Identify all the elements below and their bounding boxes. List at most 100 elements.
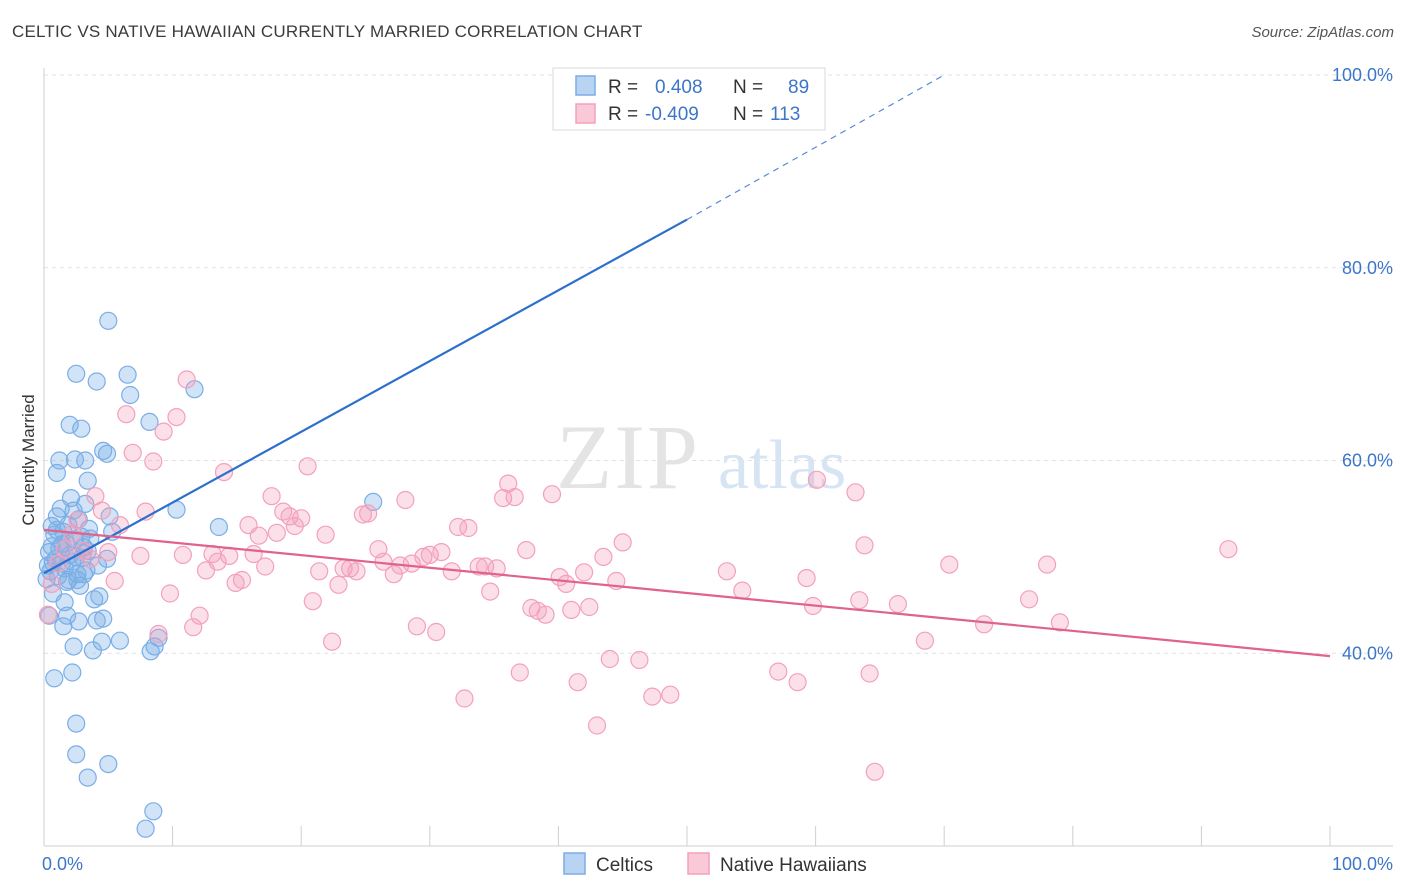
hawaiians-point	[459, 518, 478, 538]
celtics-point	[99, 754, 118, 774]
hawaiians-point	[455, 689, 474, 708]
hawaiians-point	[661, 685, 680, 704]
hawaiians-point	[167, 408, 186, 427]
hawaiians-point	[407, 617, 426, 636]
hawaiians-point	[1019, 590, 1039, 609]
data-points	[37, 311, 1238, 838]
hawaiians-point	[105, 571, 124, 591]
celtics-point	[92, 632, 112, 651]
hawaiians-point	[131, 546, 150, 566]
hawaiians-point	[613, 533, 632, 552]
celtics-point	[121, 385, 140, 405]
celtics-point	[54, 617, 73, 636]
hawaiians-point	[432, 542, 451, 562]
hawaiians-point	[469, 557, 488, 576]
celtics-point	[76, 451, 95, 470]
hawaiians-point	[177, 370, 196, 389]
hawaiians-point	[68, 511, 87, 530]
hawaiians-point	[888, 594, 908, 614]
celtics-point	[110, 631, 130, 650]
hawaiians-point	[402, 554, 421, 573]
hawaiians-point	[420, 545, 439, 565]
chart-source: Source: ZipAtlas.com	[1251, 24, 1394, 41]
y-axis-title: Currently Married	[19, 394, 38, 525]
hawaiians-point	[562, 600, 581, 620]
hawaiians-point	[99, 542, 118, 562]
celtics-point	[85, 590, 104, 609]
celtics-point	[88, 556, 108, 575]
hawaiians-point	[303, 592, 322, 611]
watermark: ZIP atlas	[556, 406, 846, 508]
celtics-point	[57, 606, 77, 625]
celtics-point	[94, 609, 113, 628]
trend-lines	[43, 74, 1331, 658]
celtics-point	[149, 628, 168, 647]
hawaiians-point	[1050, 613, 1070, 632]
y-tick-label: 100.0%	[1332, 65, 1393, 85]
celtics-point	[67, 364, 86, 383]
hawaiians-point	[940, 555, 959, 574]
hawaiians-point	[769, 662, 788, 681]
hawaiians-point	[556, 574, 576, 594]
hawaiians-point	[310, 562, 329, 581]
celtics-point	[55, 593, 74, 612]
hawaiians-point	[38, 605, 58, 624]
hawaiians-point	[846, 483, 865, 502]
celtics-point	[63, 663, 82, 682]
hawaiians-point	[505, 488, 524, 507]
tick-labels: 40.0% 60.0% 80.0% 100.0% 0.0% 100.0% Currently…	[19, 65, 1393, 874]
celtics-point	[136, 819, 155, 838]
hawaiians-point	[580, 597, 599, 617]
celtics-trend-extension	[686, 74, 945, 221]
hawaiians-point	[298, 457, 317, 476]
hawaiians-point	[184, 618, 203, 637]
hawaiians-point	[249, 526, 268, 545]
celtics-point	[60, 415, 79, 434]
hawaiians-trend-line	[43, 528, 1331, 658]
celtics-point	[140, 412, 159, 431]
hawaiians-point	[574, 563, 594, 582]
hawaiians-point	[587, 716, 607, 735]
celtics-point	[78, 471, 97, 490]
celtics-point	[87, 372, 106, 391]
hawaiians-point	[476, 557, 495, 576]
hawaiians-point	[643, 687, 662, 706]
hawaiians-point	[160, 584, 180, 603]
hawaiians-point	[915, 631, 935, 650]
hawaiians-point	[347, 562, 366, 581]
axes	[43, 68, 1393, 847]
celtics-point	[39, 606, 59, 625]
hawaiians-point	[123, 443, 142, 462]
watermark-atlas: atlas	[718, 427, 846, 504]
hawaiians-point	[600, 649, 619, 669]
hawaiians-point	[542, 485, 562, 504]
celtics-point	[67, 745, 86, 764]
hawaiians-point	[788, 673, 807, 692]
y-tick-label: 60.0%	[1342, 451, 1393, 471]
hawaiians-point	[797, 568, 816, 588]
hawaiians-point	[329, 575, 348, 594]
hawaiians-point	[323, 632, 342, 651]
hawaiians-point	[144, 452, 163, 471]
hawaiians-point	[487, 559, 506, 578]
chart-title: CELTIC VS NATIVE HAWAIIAN CURRENTLY MARR…	[12, 22, 643, 41]
hawaiians-point	[92, 501, 112, 520]
hawaiians-point	[154, 422, 173, 441]
celtics-point	[364, 492, 383, 511]
hawaiians-point	[55, 540, 74, 559]
celtics-point	[72, 419, 91, 438]
hawaiians-point	[316, 525, 335, 544]
hawaiians-point	[232, 570, 252, 590]
hawaiians-point	[190, 606, 209, 625]
celtics-point	[118, 365, 137, 384]
celtics-trend-line	[43, 218, 688, 575]
hawaiians-point	[117, 405, 136, 424]
celtics-point	[64, 637, 83, 656]
celtics-point	[87, 611, 106, 630]
hawaiians-point	[149, 624, 168, 644]
hawaiians-point	[280, 507, 299, 526]
y-tick-label: 40.0%	[1342, 643, 1393, 663]
hawaiians-point	[208, 552, 227, 571]
hawaiians-point	[220, 546, 239, 566]
